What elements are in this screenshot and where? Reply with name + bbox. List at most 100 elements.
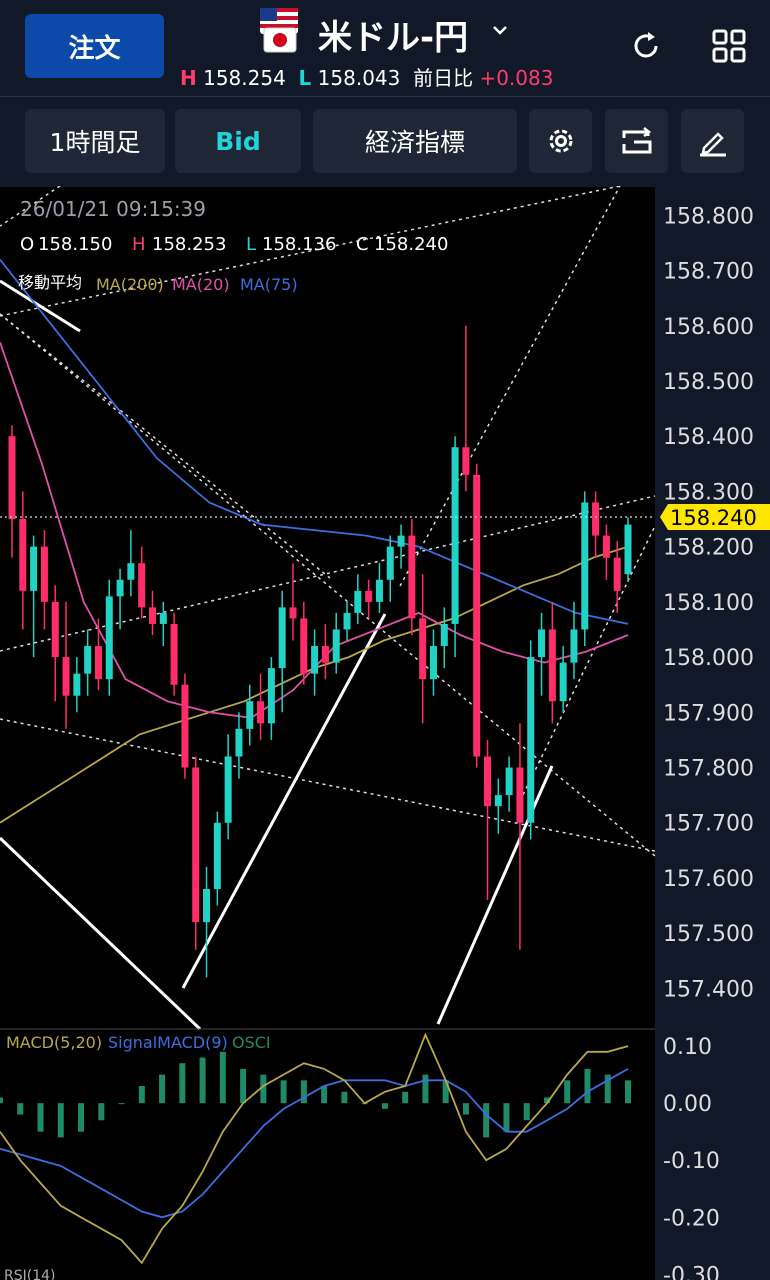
candle-body: [170, 623, 178, 685]
price-tick-label: 157.600: [663, 867, 754, 892]
candle-body: [127, 563, 135, 580]
macd-tick-label: -0.20: [663, 1206, 720, 1231]
candle-body: [289, 607, 297, 619]
osci-bar: [240, 1068, 247, 1104]
candle-body: [73, 673, 81, 696]
pencil-icon: [699, 132, 726, 157]
osci-bar: [57, 1103, 64, 1138]
candle-body: [181, 684, 189, 768]
macd-axis-labels: 0.10 0.00 -0.10 -0.20 -0.30: [663, 1035, 720, 1280]
ma-legend: 移動平均 MA(200) MA(20) MA(75): [18, 273, 298, 294]
dotted-trend-line: [0, 718, 656, 852]
candle-body: [94, 646, 102, 680]
osci-bar: [503, 1103, 510, 1132]
chart-toolbar: 1時間足 Bid 経済指標: [0, 96, 770, 187]
macd-line: [0, 1032, 629, 1265]
solid-trend-line: [181, 613, 387, 989]
osci-bar: [462, 1103, 469, 1115]
candle-body: [397, 535, 405, 547]
draw-button[interactable]: [681, 109, 744, 173]
current-price-tag: 158.240: [660, 504, 770, 530]
macd-legend-osci: OSCI: [232, 1033, 271, 1052]
candle-body: [613, 557, 621, 591]
dotted-trend-line: [0, 313, 656, 857]
candle-body: [116, 579, 124, 597]
low-label: L: [246, 234, 256, 255]
osci-bar: [523, 1103, 530, 1121]
osci-bar: [17, 1103, 24, 1115]
candle-body: [527, 657, 535, 823]
solid-trend-line: [0, 836, 202, 1031]
high-value: 158.253: [152, 234, 226, 255]
macd-tick-label: 0.00: [663, 1092, 712, 1117]
candle-body: [592, 502, 600, 536]
candle-body: [548, 629, 556, 702]
us-jp-flag-icon: [260, 8, 298, 53]
candle-body: [451, 447, 459, 624]
candle-body: [278, 607, 286, 669]
timeframe-button[interactable]: 1時間足: [25, 109, 165, 173]
settings-button[interactable]: [529, 109, 592, 173]
low-value: 158.043: [317, 66, 401, 90]
rotate-button[interactable]: [605, 109, 668, 173]
candle-body: [624, 524, 632, 575]
osci-bar: [138, 1086, 145, 1104]
close-value: 158.240: [374, 234, 448, 255]
candle-body: [332, 629, 340, 663]
indicators-button[interactable]: 経済指標: [313, 109, 517, 173]
osci-bar: [483, 1103, 490, 1138]
grid-icon[interactable]: [711, 28, 747, 64]
candle-body: [159, 612, 167, 624]
trend-lines: [0, 186, 656, 1031]
price-tick-label: 157.400: [663, 977, 754, 1002]
ohlc-datetime: 26/01/21 09:15:39: [20, 197, 206, 221]
candle-body: [570, 629, 578, 663]
candle-body: [321, 646, 329, 663]
osci-bar: [341, 1091, 348, 1104]
candle-body: [473, 474, 481, 757]
price-tick-label: 157.500: [663, 922, 754, 947]
high-value: 158.254: [203, 66, 286, 90]
macd-tick-label: 0.10: [663, 1035, 712, 1060]
candle-body: [462, 447, 470, 475]
refresh-icon[interactable]: [628, 28, 664, 64]
order-button[interactable]: 注文: [25, 14, 164, 78]
price-stats: H 158.254 L 158.043 前日比 +0.083: [180, 62, 553, 91]
close-label: C: [356, 234, 369, 255]
ohlc-readout: O 158.150 H 158.253 L 158.136 C 158.240: [20, 234, 448, 255]
candle-body: [30, 546, 38, 591]
dotted-trend-line: [0, 186, 621, 317]
price-chart[interactable]: 158.800 158.700 158.600 158.500 158.400 158.3…: [0, 186, 770, 1280]
candle-body: [192, 767, 200, 923]
rsi-label: RSI(14): [4, 1268, 55, 1280]
low-label: L: [298, 66, 312, 90]
candle-body: [300, 618, 308, 674]
macd-tick-label: -0.10: [663, 1149, 720, 1174]
candle-body: [311, 646, 319, 674]
osci-bar: [543, 1097, 550, 1104]
dotted-trend-line: [519, 525, 656, 802]
price-tick-label: 158.400: [663, 425, 754, 450]
prev-day-label: 前日比: [413, 66, 474, 90]
chevron-down-icon[interactable]: [492, 22, 508, 38]
candles-group: [8, 325, 632, 978]
ma20-legend: MA(20): [172, 275, 230, 294]
osci-bar: [98, 1103, 105, 1121]
gear-icon: [549, 129, 572, 153]
low-value: 158.136: [262, 234, 336, 255]
change-value: +0.083: [479, 66, 554, 90]
candle-body: [235, 728, 243, 757]
candle-body: [484, 756, 492, 807]
price-type-button[interactable]: Bid: [175, 109, 301, 173]
currency-pair-title[interactable]: 米ドル-円: [318, 18, 469, 58]
candle-body: [138, 563, 146, 608]
osci-bar: [422, 1074, 429, 1104]
osci-bar: [402, 1091, 409, 1104]
screen-rotate-icon: [622, 127, 651, 154]
price-tick-label: 158.300: [663, 480, 754, 505]
price-tick-label: 158.100: [663, 591, 754, 616]
candle-body: [19, 519, 27, 591]
candle-body: [408, 535, 416, 619]
ma75-legend: MA(75): [240, 275, 298, 294]
candle-body: [375, 579, 383, 602]
